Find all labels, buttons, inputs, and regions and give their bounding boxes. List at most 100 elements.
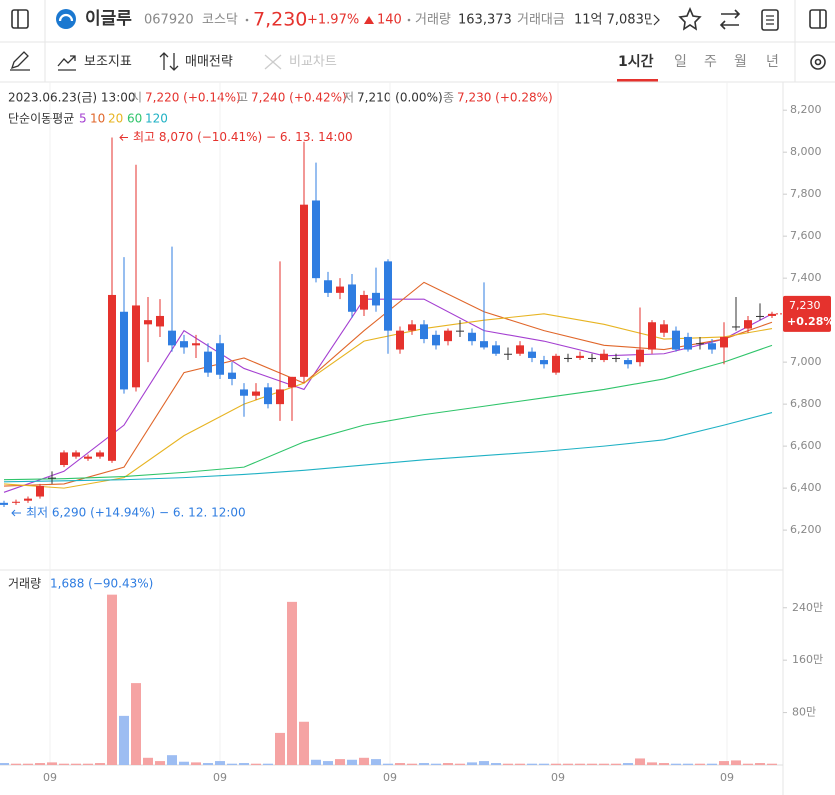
volume-bar [647,762,657,765]
candle-body [372,292,380,306]
panel-icon[interactable] [809,9,827,29]
legend-entry: 10 [90,112,105,126]
candle-body [492,345,500,354]
dot [245,18,249,22]
period-tab[interactable]: 년 [766,54,779,70]
candle-body [288,376,296,388]
volume-bar [671,763,681,765]
volume-bar [359,757,369,765]
candle-body [132,305,140,388]
volume-bar [107,594,117,765]
period-tab[interactable]: 1시간 [618,53,654,70]
strategy-button[interactable]: 매매전략 [185,55,233,70]
volume-bar [299,721,309,765]
indicators-button[interactable]: 보조지표 [84,55,132,70]
candle-body [276,389,284,405]
legend-entry: 120 [145,112,168,126]
price-tag-value: 7,230 [789,299,821,312]
legend-entry: 20 [108,112,123,126]
volume-bar [143,757,153,765]
y-tick-label: 6,400 [790,481,822,494]
candle-body [228,372,236,379]
candle-body [756,315,764,317]
more-icon[interactable] [653,14,660,26]
candle-body [192,343,200,346]
swap-icon[interactable] [719,9,741,30]
candle-body [708,343,716,350]
period-tab[interactable]: 일 [674,54,687,70]
min-annotation: 최저 6,290 (+14.94%) − 6. 12. 12:00 [26,506,246,520]
candle-body [504,353,512,355]
candle-body [84,456,92,459]
candle-body [240,389,248,396]
y-tick-label: 6,800 [790,397,822,410]
volume-last: 1,688 (−90.43%) [50,577,153,591]
volume-bar [215,761,225,765]
volume-bar [467,762,477,765]
candle-body [456,330,464,332]
active-tab-underline [617,79,658,82]
candle-body [120,311,128,390]
volume-bar [287,601,297,765]
strategy-icon[interactable] [159,52,179,71]
candle-body [660,324,668,333]
open: 7,220 (+0.14%) [145,91,241,105]
y-tick-label: 7,800 [790,187,822,200]
volume-bar [491,763,501,765]
volume-bar [731,760,741,765]
price-tag-change: +0.28% [787,315,834,328]
candle-body [600,353,608,361]
candle-body [648,322,656,350]
volume-bar [695,763,705,765]
open-label: 시 [131,91,142,105]
volume-bar [383,763,393,765]
volume-bar [503,763,513,765]
volume-bar [371,759,381,765]
stock-code: 067920 [144,13,194,28]
candle-body [396,330,404,350]
candle-body [24,498,32,501]
amount-label: 거래대금 [517,13,565,28]
period-tab[interactable]: 월 [734,54,747,70]
volume-bar [527,763,537,765]
volume-bar [479,761,489,765]
volume-bar [659,763,669,765]
candle-body [168,330,176,346]
volume-bar [395,763,405,765]
volume-bar [683,763,693,765]
volume-bar [635,758,645,765]
candle-body [108,294,116,461]
favorite-icon[interactable] [678,6,702,31]
settings-icon[interactable] [810,54,826,70]
candle-body [180,341,188,348]
period-tab[interactable]: 주 [704,54,717,70]
volume-bar [755,763,765,765]
volume-bar [47,762,57,765]
logo [56,9,76,29]
draw-icon[interactable] [10,51,30,71]
candle-body [96,452,104,457]
candle-body [720,336,728,348]
volume-bar [743,763,753,765]
volume-bar [599,763,609,765]
x-tick-label: 09 [213,771,227,784]
settings-icon-center [814,58,822,66]
indicator-icon[interactable] [57,55,76,71]
sidebar-icon[interactable] [11,9,29,29]
volume-bar [767,763,777,765]
memo-icon[interactable] [761,9,779,31]
candle-body [60,452,68,466]
volume-bar [155,761,165,765]
candle-body [444,330,452,342]
y-tick-label: 7,400 [790,271,822,284]
change: 140 [377,13,402,28]
x-tick-label: 09 [43,771,57,784]
volume-bar [419,763,429,765]
compare-button[interactable]: 비교차트 [289,55,337,70]
candle-body [516,345,524,354]
compare-icon[interactable] [264,54,282,70]
candle-body [624,360,632,365]
volume-bar [119,715,129,765]
y-tick-label: 7,000 [790,355,822,368]
volume-bar [407,763,417,765]
